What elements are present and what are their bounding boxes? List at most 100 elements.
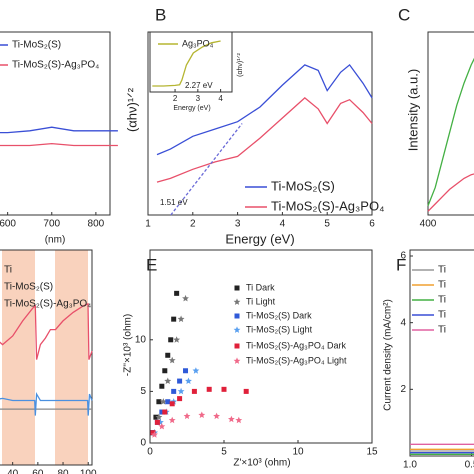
data-line [427,57,474,207]
legend-label: Ti-MoS₂(S)-Ag₃PO₄ Light [246,355,347,365]
x-tick-label: 0.5 [465,460,474,471]
x-tick-label: 80 [57,469,69,474]
y-axis-label: Current density (mA/cm²) [383,299,394,411]
square-marker [171,388,177,394]
square-marker [206,386,212,392]
star-marker [177,315,185,323]
legend-label: Ti-MoS₂(S)-Ag₃PO₄ [271,198,384,213]
legend-label: Ti-MoS₂(S) [271,178,335,193]
star-marker [185,377,192,384]
square-marker [177,396,183,402]
x-tick-label: 4 [218,94,223,103]
x-tick-label: 800 [88,219,105,230]
annotation: 1.51 eV [160,198,188,207]
y-tick-label: 4 [400,317,406,328]
square-marker [156,399,162,405]
y-tick-label: 0 [140,438,146,449]
star-marker [182,294,189,302]
legend-label: Ti-MoS₂(S) Dark [246,310,312,320]
star-marker [173,336,181,343]
x-tick-label: 700 [43,219,60,230]
star-marker [213,412,220,420]
square-marker [191,388,197,394]
star-marker [192,367,200,374]
data-line [0,302,93,360]
star-marker [155,413,163,421]
star-marker [168,356,176,364]
square-marker [243,388,249,394]
legend-label: Ti-MoS₂(S)-Ag₃PO₄ Dark [246,340,347,350]
star-marker [168,416,176,424]
x-axis-label: Energy (eV) [225,231,294,246]
star-marker [164,377,172,384]
legend-label: Ti [438,280,446,291]
x-tick-label: 2 [173,94,178,103]
legend-label: Ti [438,310,446,321]
data-line [156,97,373,183]
panel-label: E [146,255,157,274]
x-axis-label: Z'×10³ (ohm) [233,458,290,469]
x-tick-label: 1.0 [403,460,417,471]
data-line [427,173,474,212]
star-marker [233,326,241,333]
legend-label: Ti-MoS₂(S) Light [246,324,313,334]
square-marker [174,290,180,296]
square-marker [159,383,165,389]
star-marker [183,412,191,420]
x-tick-label: 15 [366,447,378,458]
y-axis-label: -Z''×10³ (ohm) [123,314,134,376]
square-marker [169,401,175,407]
data-line [0,391,93,416]
legend-label: Ti-MoS₂(S)-Ag₃PO₄ [4,299,91,310]
y-axis-label: (αhν)¹ᐟ² [124,87,139,132]
panel-label: B [155,5,166,24]
annotation: 2.27 eV [185,81,213,90]
x-tick-label: 4 [280,219,286,230]
legend-label: Ti [438,325,446,336]
square-marker [168,337,174,343]
square-marker [234,313,240,319]
star-marker [158,422,166,430]
x-tick-label: 3 [235,219,241,230]
x-tick-label: 5 [324,219,330,230]
square-marker [171,316,177,322]
square-marker [154,419,160,425]
light-on-band [2,250,35,465]
square-marker [221,386,227,392]
star-marker [198,411,206,418]
legend-label: Ti [4,265,12,276]
x-tick-label: 6 [369,219,375,230]
legend-label: Ti-MoS₂(S)-Ag₃PO₄ [12,60,99,71]
square-marker [162,409,168,415]
square-marker [153,414,159,420]
x-tick-label: 3 [196,94,201,103]
square-marker [162,368,168,374]
y-tick-label: 5 [140,386,146,397]
data-line [152,40,221,87]
square-marker [234,285,240,291]
x-tick-label: 100 [80,469,97,474]
x-tick-label: 1 [145,219,151,230]
data-line [170,123,243,216]
x-tick-label: 5 [221,447,227,458]
x-tick-label: 10 [292,447,304,458]
star-marker [228,415,235,423]
x-tick-label: 400 [420,219,437,230]
panel-label: C [398,5,410,24]
x-tick-label: 600 [0,219,16,230]
y-tick-label: 2 [400,384,406,395]
square-marker [165,352,171,358]
data-line [0,126,118,134]
y-tick-label: 10 [135,334,147,345]
square-marker [159,409,165,415]
star-marker [233,298,241,305]
star-marker [235,416,243,424]
axes-frame [0,249,93,466]
square-marker [234,343,240,349]
x-axis-label: Energy (eV) [173,105,210,112]
y-axis-label: Intensity (a.u.) [405,69,420,151]
star-marker [233,357,241,364]
x-tick-label: 60 [32,469,44,474]
legend-label: Ag₃PO₄ [182,38,214,48]
